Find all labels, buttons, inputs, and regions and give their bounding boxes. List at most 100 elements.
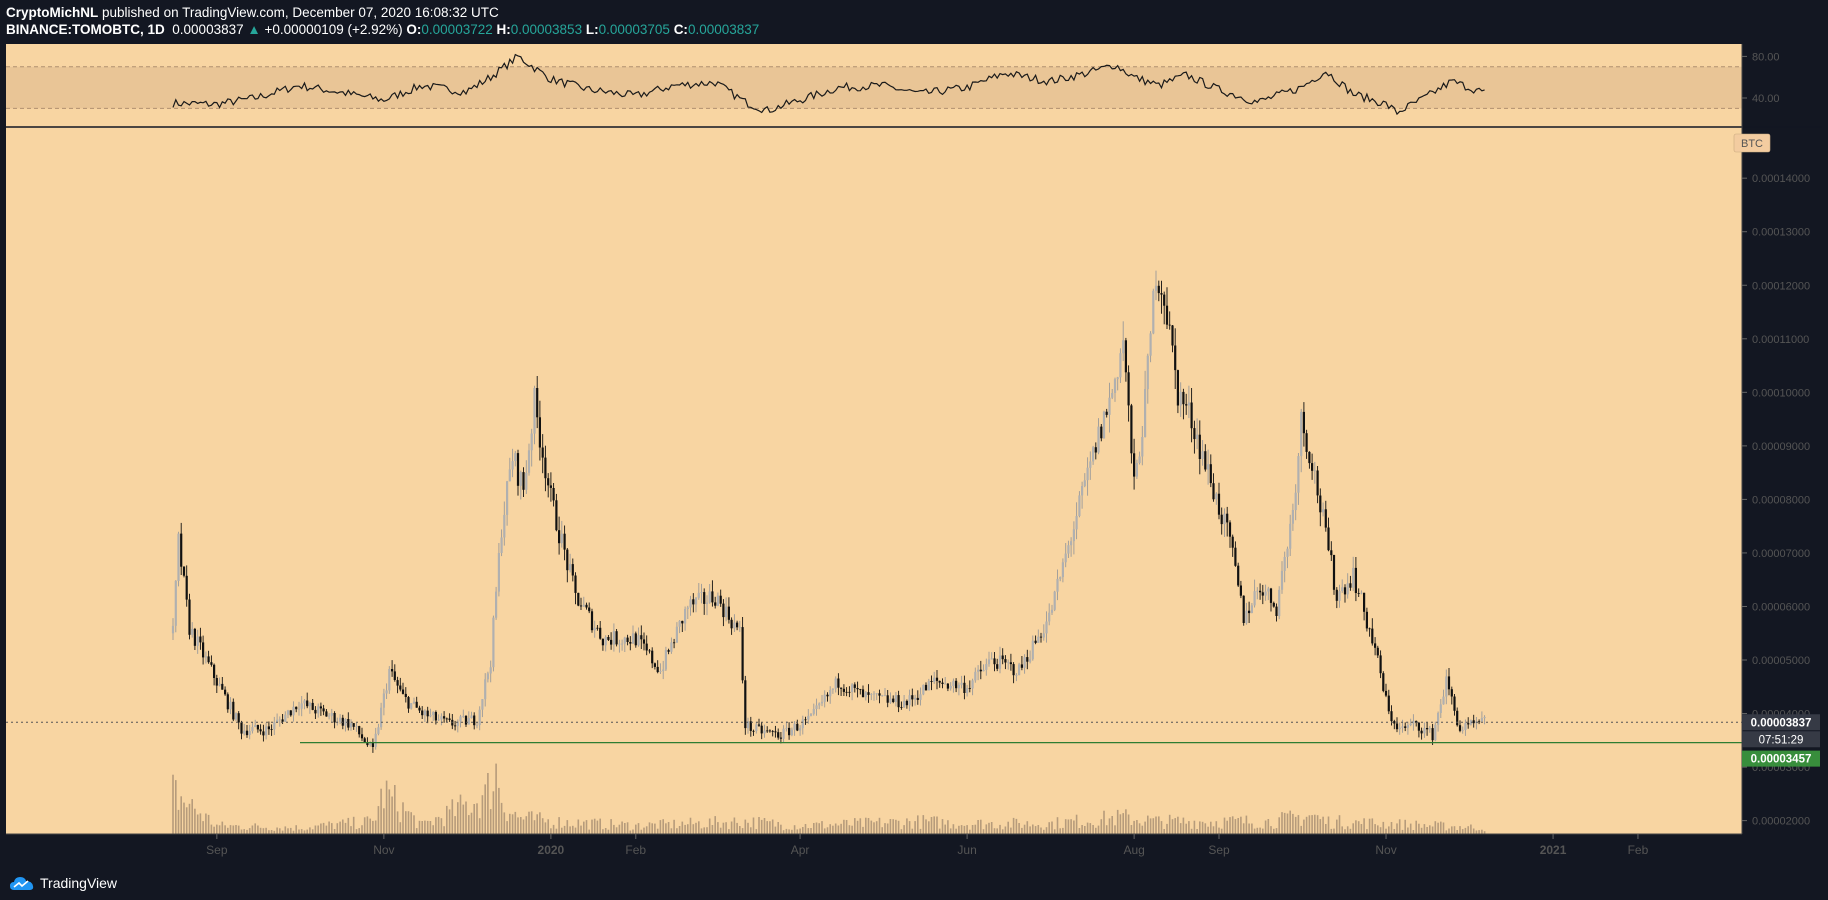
candle-body [1237, 565, 1240, 586]
candle-body [1365, 611, 1368, 629]
volume-bar [1119, 814, 1122, 834]
candle-body [1133, 453, 1136, 477]
price-tick-label: 0.00013000 [1752, 227, 1810, 239]
candle-body [574, 575, 577, 593]
candle-body [1439, 704, 1442, 713]
candle-body [766, 730, 769, 732]
candle-body [473, 715, 476, 726]
candle-body [1327, 527, 1330, 551]
candle-body [481, 699, 484, 710]
candle-body [1174, 345, 1177, 371]
volume-bar [829, 824, 831, 834]
candle-body [840, 687, 843, 689]
candle-body [1157, 285, 1160, 294]
candle-body [768, 730, 771, 732]
candle-body [919, 694, 922, 700]
candle-body [859, 689, 862, 690]
volume-bar [300, 829, 303, 834]
candle-body [1124, 340, 1127, 373]
volume-bar [725, 822, 727, 834]
publish-info: published on TradingView.com, December 0… [102, 5, 499, 20]
time-tick-label: Nov [373, 843, 394, 857]
volume-bar [194, 808, 196, 834]
tradingview-brand[interactable]: TradingView [40, 875, 118, 891]
volume-bar [503, 812, 506, 834]
volume-bar [654, 823, 656, 834]
volume-bar [407, 811, 410, 834]
candle-body [1081, 486, 1084, 496]
volume-bar [840, 823, 842, 834]
candle-body [1083, 480, 1086, 486]
volume-bar [561, 827, 563, 834]
candle-body [689, 599, 692, 608]
time-x-axis[interactable]: Sep Nov 2020 Feb Apr Jun Aug Sep Nov 2021 Feb [206, 834, 1649, 857]
volume-bar [941, 819, 944, 834]
rsi-y-axis[interactable]: 80.00 40.00 [1742, 51, 1780, 105]
volume-bar [1018, 823, 1020, 834]
candle-body [1031, 640, 1034, 660]
candle-body [670, 642, 673, 652]
candle-body [949, 686, 952, 689]
volume-bar [676, 828, 678, 834]
candle-body [977, 669, 980, 672]
volume-bar [1398, 819, 1401, 834]
volume-bar [851, 825, 853, 834]
volume-bar [1242, 823, 1245, 834]
price-plot[interactable] [6, 270, 1742, 834]
candle-body [1297, 456, 1300, 493]
volume-bar [977, 820, 979, 834]
candle-body [1111, 393, 1114, 398]
symbol-label[interactable]: BINANCE:TOMOBTC, 1D [6, 22, 165, 37]
volume-bar [903, 825, 905, 834]
volume-bar [1483, 831, 1486, 834]
volume-bar [1037, 825, 1040, 834]
candle-body [341, 717, 344, 726]
time-tick-label: 2020 [538, 843, 565, 857]
candle-body [579, 605, 583, 607]
candle-body [1343, 587, 1347, 595]
volume-bar [227, 827, 229, 834]
volume-bar [807, 828, 810, 834]
candle-body [1259, 590, 1262, 593]
candle-body [423, 710, 426, 716]
candle-body [1179, 391, 1182, 406]
candle-body [987, 659, 991, 665]
candle-body [1163, 294, 1166, 306]
candle-body [615, 631, 618, 645]
price-y-axis[interactable]: 0.00014000 0.00013000 0.00012000 0.00011000… [1742, 173, 1810, 828]
candle-body [801, 719, 804, 729]
volume-bar [1283, 812, 1286, 834]
candle-body [1467, 723, 1470, 725]
candle-body [941, 682, 944, 684]
volume-bar [1168, 814, 1171, 834]
candle-body [185, 575, 188, 600]
volume-bar [279, 828, 281, 834]
support-price-label-bg [1742, 750, 1820, 767]
author-name[interactable]: CryptoMichNL [6, 5, 99, 20]
currency-badge[interactable] [1733, 133, 1771, 153]
candle-body [922, 684, 925, 695]
volume-bar [1166, 823, 1168, 834]
rsi-pane[interactable] [6, 53, 1742, 116]
candle-body [963, 682, 966, 693]
candle-body [366, 742, 369, 746]
volume-bar [1407, 827, 1409, 834]
volume-bar [191, 799, 193, 834]
candle-body [1434, 724, 1437, 741]
volume-bar [1319, 819, 1322, 834]
volume-bar [815, 822, 818, 834]
tradingview-cloud-icon[interactable] [10, 875, 34, 891]
candle-body [492, 617, 495, 668]
candle-body [1234, 547, 1237, 566]
candle-body [1018, 664, 1021, 676]
volume-bar [684, 824, 686, 834]
publish-line: CryptoMichNL published on TradingView.co… [6, 4, 1806, 21]
volume-bar [845, 820, 848, 834]
volume-bar [574, 827, 577, 834]
volume-bar [1344, 829, 1346, 834]
candle-body [448, 718, 451, 720]
candle-body [429, 715, 432, 717]
volume-bar [818, 823, 820, 834]
candle-body [525, 472, 528, 490]
